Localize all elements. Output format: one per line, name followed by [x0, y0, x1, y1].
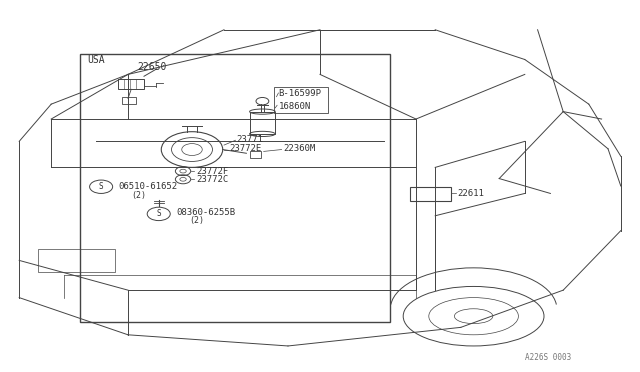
Bar [250, 112, 275, 134]
Text: A226S 0003: A226S 0003 [525, 353, 571, 362]
Bar [118, 79, 144, 89]
Text: USA: USA [88, 55, 106, 64]
Text: 16860N: 16860N [278, 102, 310, 110]
Bar [274, 87, 328, 113]
Text: 22360M: 22360M [283, 144, 315, 153]
Text: 06510-61652: 06510-61652 [118, 182, 177, 191]
Text: (2): (2) [189, 217, 204, 225]
Text: 08360-6255B: 08360-6255B [176, 208, 235, 217]
Text: 23772E: 23772E [229, 144, 261, 153]
Text: 23772F: 23772F [196, 167, 228, 176]
Bar [122, 97, 136, 104]
Text: S: S [99, 182, 104, 191]
Bar [38, 249, 115, 272]
Text: S: S [156, 209, 161, 218]
Text: B-16599P: B-16599P [278, 89, 321, 97]
Text: 23772C: 23772C [196, 175, 228, 184]
Text: 23771: 23771 [237, 135, 264, 144]
Bar [410, 187, 451, 201]
Text: 22611: 22611 [457, 189, 484, 198]
Bar [80, 54, 390, 322]
Text: (2): (2) [131, 191, 146, 200]
Bar [250, 151, 261, 158]
Text: 22650: 22650 [138, 62, 167, 72]
